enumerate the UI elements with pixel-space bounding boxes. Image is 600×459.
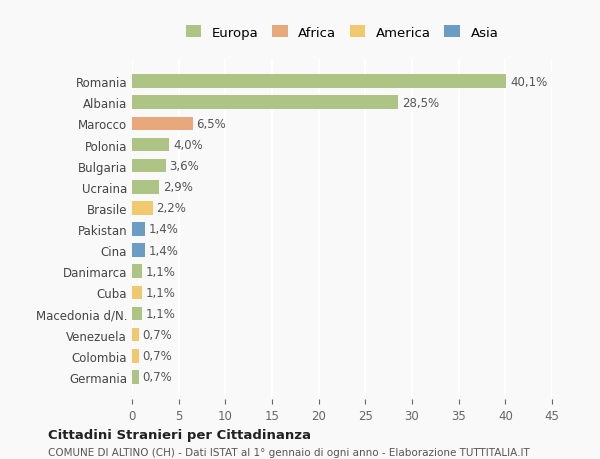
Text: 2,2%: 2,2% xyxy=(156,202,186,215)
Bar xyxy=(132,180,159,194)
Bar xyxy=(132,307,142,321)
Bar xyxy=(132,244,145,257)
Bar xyxy=(132,328,139,342)
Bar xyxy=(132,286,142,300)
Bar xyxy=(132,202,152,215)
Text: 2,9%: 2,9% xyxy=(163,181,193,194)
Bar xyxy=(132,370,139,384)
Bar xyxy=(132,117,193,131)
Text: 4,0%: 4,0% xyxy=(173,139,203,151)
Text: 0,7%: 0,7% xyxy=(142,349,172,363)
Text: 0,7%: 0,7% xyxy=(142,370,172,384)
Bar xyxy=(132,159,166,173)
Text: COMUNE DI ALTINO (CH) - Dati ISTAT al 1° gennaio di ogni anno - Elaborazione TUT: COMUNE DI ALTINO (CH) - Dati ISTAT al 1°… xyxy=(48,448,530,457)
Bar xyxy=(132,75,506,89)
Bar xyxy=(132,138,169,152)
Text: 1,4%: 1,4% xyxy=(149,223,179,236)
Text: 40,1%: 40,1% xyxy=(510,75,547,89)
Text: 1,1%: 1,1% xyxy=(146,286,176,299)
Text: 1,4%: 1,4% xyxy=(149,244,179,257)
Text: 28,5%: 28,5% xyxy=(402,96,439,110)
Text: 3,6%: 3,6% xyxy=(169,160,199,173)
Bar xyxy=(132,349,139,363)
Text: Cittadini Stranieri per Cittadinanza: Cittadini Stranieri per Cittadinanza xyxy=(48,428,311,442)
Bar xyxy=(132,96,398,110)
Bar xyxy=(132,265,142,279)
Text: 6,5%: 6,5% xyxy=(196,118,226,131)
Text: 0,7%: 0,7% xyxy=(142,328,172,341)
Legend: Europa, Africa, America, Asia: Europa, Africa, America, Asia xyxy=(182,22,502,44)
Text: 1,1%: 1,1% xyxy=(146,265,176,278)
Text: 1,1%: 1,1% xyxy=(146,308,176,320)
Bar xyxy=(132,223,145,236)
